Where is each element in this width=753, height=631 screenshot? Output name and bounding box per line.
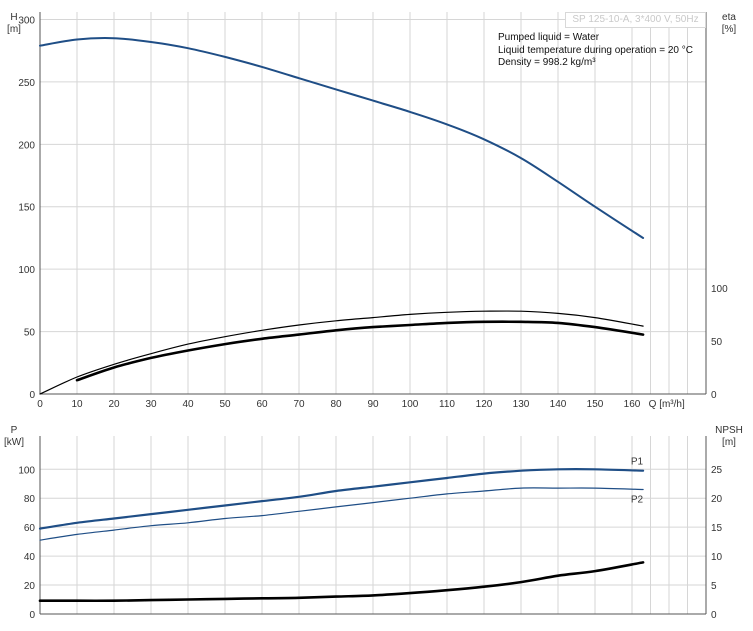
series-label-p2: P2	[631, 495, 644, 506]
series-line-p1	[38, 467, 645, 530]
x-tick-label: 50	[219, 399, 231, 410]
x-tick-label: 130	[513, 399, 530, 410]
series-line-npsh	[38, 561, 645, 603]
series-line-eta-thin	[39, 310, 644, 395]
y-tick-label-right: 0	[711, 390, 717, 401]
y-tick-label-left: 40	[24, 552, 36, 563]
info-liquid: Pumped liquid = Water	[498, 32, 600, 43]
y-axis-label-right: eta	[722, 12, 736, 23]
y-axis-label-left-unit: [kW]	[4, 437, 24, 448]
info-density: Density = 998.2 kg/m³	[498, 57, 596, 68]
y-axis-label-right: NPSH	[715, 425, 743, 436]
x-tick-label: 160	[624, 399, 641, 410]
y-tick-label-right: 25	[711, 465, 723, 476]
y-axis-label-left: P	[11, 425, 18, 436]
series-line-eta-thick	[75, 320, 645, 382]
x-axis-label: Q [m³/h]	[649, 399, 685, 410]
y-tick-label-left: 100	[18, 265, 35, 276]
series-line-p2	[39, 487, 644, 541]
y-tick-label-right: 10	[711, 552, 723, 563]
y-tick-label-left: 20	[24, 581, 36, 592]
y-tick-label-left: 50	[24, 328, 36, 339]
x-tick-label: 100	[402, 399, 419, 410]
y-axis-label-left-unit: [m]	[7, 24, 21, 35]
x-tick-label: 10	[71, 399, 83, 410]
y-tick-label-right: 20	[711, 494, 723, 505]
y-tick-label-left: 250	[18, 78, 35, 89]
y-tick-label-right: 50	[711, 337, 723, 348]
y-tick-label-left: 100	[18, 465, 35, 476]
x-tick-label: 80	[330, 399, 342, 410]
y-tick-label-left: 200	[18, 140, 35, 151]
x-tick-label: 120	[476, 399, 493, 410]
x-tick-label: 0	[37, 399, 43, 410]
y-tick-label-left: 0	[29, 390, 35, 401]
x-tick-label: 150	[587, 399, 604, 410]
y-tick-label-right: 0	[711, 610, 717, 621]
x-tick-label: 90	[367, 399, 379, 410]
x-tick-label: 40	[182, 399, 194, 410]
y-tick-label-right: 15	[711, 523, 723, 534]
y-tick-label-left: 150	[18, 203, 35, 214]
series-label-p1: P1	[631, 457, 644, 468]
series-line-head	[39, 37, 645, 239]
x-tick-label: 140	[550, 399, 567, 410]
x-tick-label: 20	[108, 399, 120, 410]
y-tick-label-right: 100	[711, 284, 728, 295]
y-axis-label-right-unit: [%]	[722, 24, 737, 35]
x-tick-label: 110	[439, 399, 455, 410]
y-tick-label-right: 5	[711, 581, 717, 592]
y-tick-label-left: 80	[24, 494, 36, 505]
y-axis-label-right-unit: [m]	[722, 437, 736, 448]
y-tick-label-left: 0	[29, 610, 35, 621]
x-tick-label: 30	[145, 399, 157, 410]
y-tick-label-left: 300	[18, 15, 35, 26]
x-tick-label: 60	[256, 399, 268, 410]
x-tick-label: 70	[293, 399, 305, 410]
y-tick-label-left: 60	[24, 523, 36, 534]
pump-model-label: SP 125-10-A, 3*400 V, 50Hz	[565, 12, 706, 28]
info-temperature: Liquid temperature during operation = 20…	[498, 45, 693, 56]
y-axis-label-left: H	[10, 12, 17, 23]
